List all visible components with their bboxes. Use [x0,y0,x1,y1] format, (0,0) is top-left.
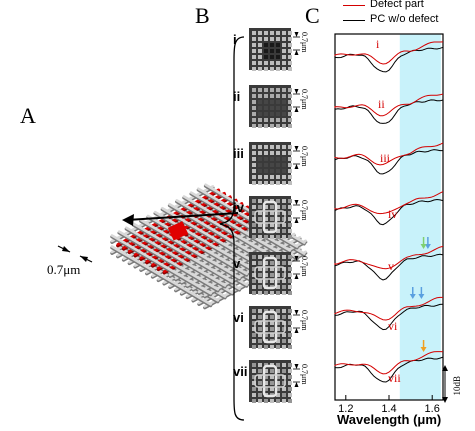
image-v [249,252,300,295]
lattice-rod [146,214,248,276]
image-label-v: v [233,256,241,271]
lattice-rod [189,191,292,252]
lattice-rod [110,245,212,306]
lattice-rod [117,230,220,291]
lattice-rod [110,234,212,295]
microscope-images [249,28,300,403]
image-label-iii: iii [233,146,244,161]
curve-defect-vii [334,351,444,375]
curve-defect-iv [334,191,444,215]
woodpile-lattice [110,183,308,310]
curve-label-iv: iv [388,207,397,221]
image-iii [249,142,300,185]
defect-block [167,221,189,241]
highlight-band [399,34,441,400]
curve-label-i: i [376,37,380,51]
legend-label-defect: Defect part [370,0,424,10]
lattice-scale-arrows [57,245,93,263]
curve-pc-v [334,253,444,281]
curve-pc-ii [334,99,444,124]
panel-brace [219,36,245,421]
curve-defect-i [334,41,444,65]
image-vi [249,306,300,349]
curve-label-vii: vii [388,371,401,385]
image-vii [249,360,300,403]
marker-arrowhead [424,244,431,249]
image-scale-vi: 0.7μm [300,310,309,331]
image-scale-iii: 0.7μm [300,146,309,167]
panel-label-c: C [305,3,320,28]
curve-pc-vi [334,303,444,331]
x-tick-label: 1.2 [338,403,353,415]
x-axis-label: Wavelength (μm) [337,412,442,427]
lattice-scale-label: 0.7μm [47,262,81,277]
image-scale-vii: 0.7μm [300,364,309,385]
image-label-i: i [233,32,237,47]
curve-label-ii: ii [378,97,385,111]
lattice-rod [125,226,227,287]
lattice-rod [161,206,263,268]
lattice-rod [153,210,256,272]
db-scale-bar [442,365,448,403]
curve-label-iii: iii [380,151,391,165]
x-tick-label: 1.4 [381,403,396,415]
curve-label-vi: vi [388,319,398,333]
curve-defect-ii [334,93,444,117]
defect-arrow [122,212,239,226]
curve-pc-iv [334,198,444,226]
curve-label-v: v [388,259,394,273]
marker-arrowhead [420,244,427,249]
curve-pc-i [334,46,444,73]
image-label-iv: iv [233,200,244,215]
x-tick-label: 1.6 [425,403,440,415]
legend-swatch-pc [343,20,365,21]
x-axis: 1.2 1.4 1.6 [338,395,440,415]
image-scale-v: 0.7μm [300,256,309,277]
curve-defect-v [334,245,444,270]
image-label-vi: vi [233,310,244,325]
curve-defect-iii [334,142,444,166]
image-i [249,28,300,71]
panel-label-b: B [195,3,210,28]
image-ii [249,85,300,128]
legend-label-pc: PC w/o defect [370,13,439,25]
lattice-rod [182,195,284,256]
image-scale-i: 0.7μm [300,32,309,53]
lattice-rod [175,199,277,260]
lattice-rod [139,218,241,280]
marker-arrowhead [420,347,427,352]
legend-swatch-defect [343,5,365,6]
chart-arrows [409,237,431,352]
image-scale-ii: 0.7μm [300,89,309,110]
image-iv [249,196,300,239]
panel-label-a: A [20,103,36,128]
marker-arrowhead [409,294,416,299]
marker-arrowhead [418,294,425,299]
image-label-ii: ii [233,89,241,104]
image-label-vii: vii [233,364,248,379]
db-scale-label: 10dB [452,376,462,396]
image-scale-iv: 0.7μm [300,200,309,221]
lattice-rod [132,222,234,283]
curve-defect-vi [334,296,443,321]
